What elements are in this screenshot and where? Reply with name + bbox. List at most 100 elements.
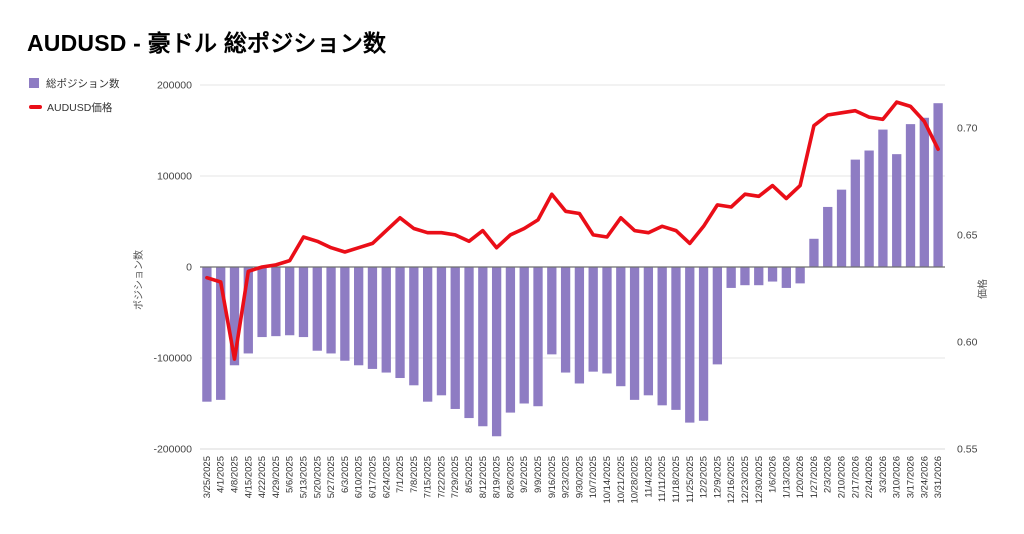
position-bar[interactable] bbox=[892, 154, 902, 267]
position-bar[interactable] bbox=[809, 238, 819, 267]
position-bar[interactable] bbox=[781, 267, 791, 288]
x-axis-date-label: 5/6/2025 bbox=[285, 456, 296, 493]
x-axis-date-labels: 3/25/2025 4/1/2025 4/8/2025 4/15/2025 4/22/2… bbox=[202, 456, 944, 504]
price-line-swatch-icon bbox=[29, 105, 42, 109]
position-bar[interactable] bbox=[629, 267, 640, 400]
position-bar[interactable] bbox=[312, 267, 322, 351]
position-bar[interactable] bbox=[354, 267, 364, 366]
x-axis-date-label: 10/14/2025 bbox=[602, 456, 613, 504]
position-bar[interactable] bbox=[905, 124, 916, 267]
position-bar[interactable] bbox=[533, 267, 543, 407]
position-bar[interactable] bbox=[767, 267, 778, 282]
positions-swatch-icon bbox=[29, 78, 39, 88]
x-axis-date-label: 5/27/2025 bbox=[326, 456, 337, 498]
left-axis-tick-label: -200000 bbox=[153, 444, 192, 456]
position-bar[interactable] bbox=[436, 267, 447, 396]
x-axis-date-label: 7/29/2025 bbox=[450, 456, 461, 498]
position-bar[interactable] bbox=[864, 150, 874, 267]
legend-label-positions: 総ポジション数 bbox=[46, 77, 120, 90]
position-bar[interactable] bbox=[795, 267, 805, 284]
legend-item-positions[interactable]: 総ポジション数 bbox=[29, 71, 120, 95]
position-bar[interactable] bbox=[422, 267, 433, 402]
x-axis-date-label: 1/27/2026 bbox=[809, 456, 820, 498]
x-axis-date-label: 8/5/2025 bbox=[464, 456, 475, 493]
x-axis-date-label: 10/21/2025 bbox=[616, 456, 627, 504]
position-bar[interactable] bbox=[740, 267, 750, 286]
position-bar[interactable] bbox=[547, 267, 557, 355]
position-bar[interactable] bbox=[754, 267, 764, 286]
x-axis-date-label: 6/3/2025 bbox=[340, 456, 351, 493]
position-bar[interactable] bbox=[602, 267, 612, 374]
left-axis-title: ポジション数 bbox=[132, 250, 145, 310]
position-bar[interactable] bbox=[464, 267, 474, 419]
position-bar[interactable] bbox=[491, 267, 502, 437]
right-axis-tick-labels: 0.70 0.65 0.60 0.55 bbox=[957, 122, 978, 455]
position-bar[interactable] bbox=[919, 117, 929, 267]
position-bar[interactable] bbox=[657, 267, 667, 406]
x-axis-date-label: 4/1/2025 bbox=[216, 456, 227, 493]
x-axis-date-label: 2/3/2026 bbox=[823, 456, 834, 493]
position-bar[interactable] bbox=[285, 267, 295, 336]
x-axis-date-label: 3/17/2026 bbox=[906, 456, 917, 498]
x-axis-date-label: 1/20/2026 bbox=[795, 456, 806, 498]
x-axis-date-label: 2/24/2026 bbox=[864, 456, 875, 498]
position-bar[interactable] bbox=[519, 267, 529, 404]
position-bar[interactable] bbox=[616, 267, 626, 387]
x-axis-date-label: 9/16/2025 bbox=[547, 456, 558, 498]
position-bar[interactable] bbox=[257, 267, 267, 338]
position-bar[interactable] bbox=[643, 267, 654, 396]
x-axis-date-label: 4/15/2025 bbox=[243, 456, 254, 498]
x-axis-date-label: 12/2/2025 bbox=[699, 456, 710, 498]
right-axis-title: 価格 bbox=[976, 279, 989, 299]
left-axis-tick-label: 200000 bbox=[157, 80, 192, 92]
position-bar[interactable] bbox=[878, 129, 888, 267]
position-bar[interactable] bbox=[229, 267, 240, 366]
position-bar[interactable] bbox=[298, 267, 309, 338]
right-axis-tick-label: 0.55 bbox=[957, 444, 978, 456]
position-bar[interactable] bbox=[367, 267, 378, 369]
x-axis-date-label: 2/10/2026 bbox=[837, 456, 848, 498]
chart-legend: 総ポジション数 AUDUSD価格 bbox=[29, 71, 120, 119]
x-axis-date-label: 12/30/2025 bbox=[754, 456, 765, 504]
right-axis-tick-label: 0.60 bbox=[957, 336, 978, 348]
position-bar[interactable] bbox=[726, 267, 736, 288]
x-axis-date-label: 9/30/2025 bbox=[574, 456, 585, 498]
position-bar[interactable] bbox=[340, 267, 350, 361]
position-bar[interactable] bbox=[216, 267, 226, 400]
position-bar[interactable] bbox=[933, 103, 943, 267]
position-bar[interactable] bbox=[836, 189, 847, 267]
position-bar[interactable] bbox=[202, 267, 212, 402]
position-bar[interactable] bbox=[243, 267, 253, 354]
position-bar[interactable] bbox=[712, 267, 723, 365]
position-bar[interactable] bbox=[381, 267, 391, 373]
position-bar[interactable] bbox=[409, 267, 419, 386]
x-axis-date-label: 4/22/2025 bbox=[257, 456, 268, 498]
position-bar[interactable] bbox=[588, 267, 598, 372]
x-axis-date-label: 9/23/2025 bbox=[561, 456, 572, 498]
position-bar[interactable] bbox=[505, 267, 516, 413]
position-bar[interactable] bbox=[271, 267, 281, 337]
position-bar[interactable] bbox=[823, 206, 833, 267]
position-bar[interactable] bbox=[560, 267, 571, 373]
position-bar[interactable] bbox=[850, 159, 860, 267]
x-axis-date-label: 3/24/2026 bbox=[919, 456, 930, 498]
position-bar[interactable] bbox=[685, 267, 695, 423]
legend-label-price: AUDUSD価格 bbox=[47, 101, 113, 114]
gridlines bbox=[200, 84, 945, 450]
position-bar[interactable] bbox=[671, 267, 681, 410]
right-axis-tick-label: 0.65 bbox=[957, 229, 978, 241]
x-axis-date-label: 6/24/2025 bbox=[381, 456, 392, 498]
legend-item-price[interactable]: AUDUSD価格 bbox=[29, 95, 120, 119]
position-bar[interactable] bbox=[478, 267, 488, 427]
x-axis-date-label: 7/15/2025 bbox=[423, 456, 434, 498]
position-bar[interactable] bbox=[574, 267, 585, 384]
position-bar[interactable] bbox=[450, 267, 460, 409]
position-bar[interactable] bbox=[395, 267, 405, 379]
x-axis-date-label: 6/17/2025 bbox=[367, 456, 378, 498]
x-axis-date-label: 5/13/2025 bbox=[298, 456, 309, 498]
position-bar[interactable] bbox=[326, 267, 336, 354]
position-bar[interactable] bbox=[698, 267, 709, 421]
audusd-price-line[interactable] bbox=[205, 100, 940, 361]
